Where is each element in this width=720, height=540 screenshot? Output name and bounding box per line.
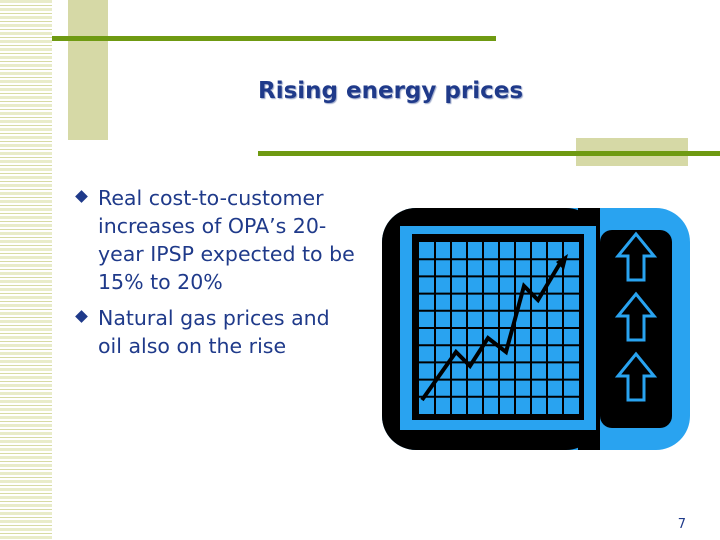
bullet-item: Natural gas prices and oil also on the r… <box>74 304 359 360</box>
up-arrow-icon <box>614 351 658 402</box>
diamond-bullet-icon <box>75 310 88 323</box>
bullet-text: Natural gas prices and oil also on the r… <box>98 306 330 358</box>
bullet-item: Real cost-to-customer increases of OPA’s… <box>74 184 359 296</box>
rising-line <box>420 258 564 402</box>
decorative-stripe-bar <box>0 0 52 540</box>
decorative-tan-block-top <box>68 0 108 140</box>
bullet-list: Real cost-to-customer increases of OPA’s… <box>74 184 359 368</box>
bullet-text: Real cost-to-customer increases of OPA’s… <box>98 186 355 294</box>
up-arrow-icon <box>614 291 658 342</box>
title-rule-bottom <box>258 151 720 156</box>
title-rule-top <box>52 36 496 41</box>
up-arrow-icon <box>614 231 658 282</box>
diamond-bullet-icon <box>75 190 88 203</box>
rising-chart-icon <box>382 208 690 450</box>
page-number: 7 <box>677 517 686 532</box>
slide-title: Rising energy prices <box>258 78 524 104</box>
chart-grid <box>419 242 579 414</box>
